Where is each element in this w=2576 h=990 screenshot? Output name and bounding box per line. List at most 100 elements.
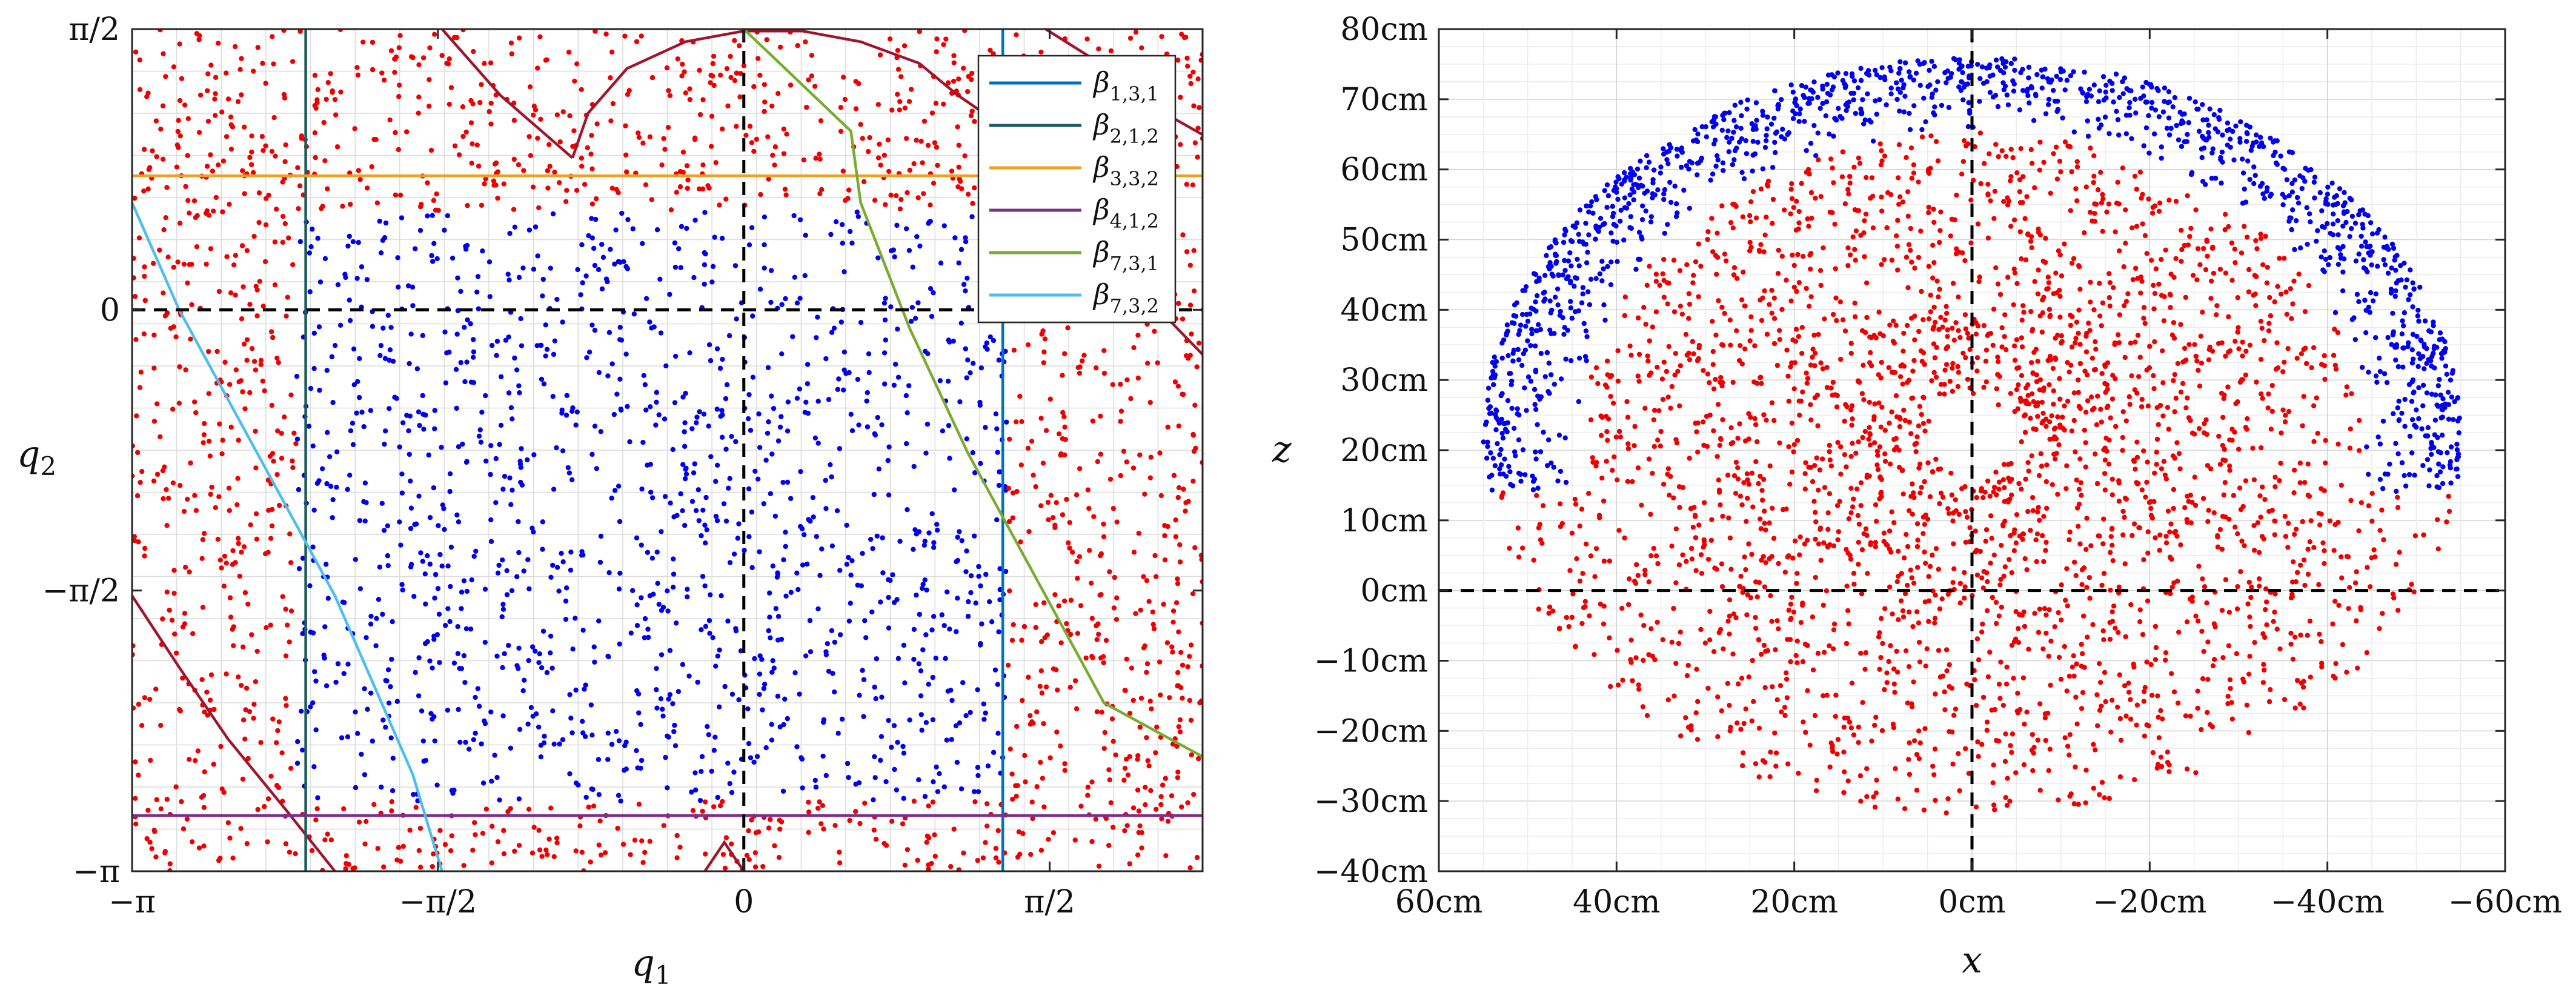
right-point-outer <box>2341 211 2347 216</box>
right-point-outer <box>2243 139 2249 144</box>
left-point-outside <box>872 198 878 203</box>
left-point-outside <box>470 141 475 147</box>
left-point-outside <box>256 190 262 196</box>
left-point-outside <box>941 101 946 107</box>
left-point-inside <box>994 517 1000 523</box>
left-point-inside <box>993 411 999 417</box>
left-point-outside <box>264 625 269 631</box>
left-point-inside <box>924 587 929 593</box>
left-point-inside <box>875 255 881 261</box>
left-point-inside <box>961 282 967 287</box>
right-point-outer <box>1568 358 1574 364</box>
right-point-outer <box>1708 178 1713 183</box>
left-point-outside <box>1075 365 1081 370</box>
left-point-outside <box>226 485 232 491</box>
left-point-inside <box>599 242 605 247</box>
right-point-inner <box>1896 142 1902 147</box>
right-point-inner <box>1816 487 1821 493</box>
left-point-outside <box>251 359 257 364</box>
left-point-inside <box>750 374 756 380</box>
left-point-inside <box>539 342 544 348</box>
right-point-outer <box>1535 422 1540 428</box>
left-point-inside <box>676 246 682 251</box>
left-point-outside <box>239 243 245 248</box>
right-point-inner <box>1573 502 1579 507</box>
right-point-outer <box>2403 284 2408 290</box>
left-point-inside <box>480 780 486 786</box>
right-point-inner <box>1660 396 1666 402</box>
left-point-outside <box>639 33 644 39</box>
left-point-outside <box>273 207 279 212</box>
left-point-outside <box>313 154 318 161</box>
right-point-outer <box>2410 331 2416 337</box>
right-point-outer <box>2409 379 2415 385</box>
left-point-inside <box>997 597 1003 603</box>
left-point-outside <box>434 191 439 197</box>
left-point-inside <box>310 544 316 550</box>
right-point-outer <box>2295 200 2302 206</box>
left-point-outside <box>588 151 594 157</box>
right-point-outer <box>1658 164 1664 170</box>
left-point-inside <box>455 623 460 630</box>
left-point-outside <box>231 643 236 648</box>
left-point-inside <box>724 382 730 388</box>
right-point-outer <box>2287 215 2292 221</box>
left-point-outside <box>136 772 141 778</box>
left-point-inside <box>981 701 986 707</box>
left-point-outside <box>135 450 141 456</box>
left-point-outside <box>579 87 584 93</box>
right-point-outer <box>2422 366 2427 371</box>
right-point-inner <box>1636 379 1642 384</box>
right-point-inner <box>2222 211 2228 217</box>
left-point-outside <box>253 511 259 517</box>
left-point-inside <box>792 274 797 280</box>
right-point-outer <box>1668 199 1674 205</box>
left-point-inside <box>903 441 909 447</box>
right-point-outer <box>2400 318 2405 324</box>
left-point-inside <box>456 444 462 450</box>
left-point-inside <box>703 540 708 546</box>
left-point-inside <box>380 611 385 617</box>
left-point-inside <box>350 420 356 426</box>
left-point-inside <box>582 686 587 692</box>
left-point-outside <box>271 61 276 67</box>
left-point-inside <box>957 529 962 534</box>
left-point-inside <box>592 262 598 268</box>
left-point-outside <box>344 853 350 859</box>
left-point-outside <box>871 827 877 833</box>
left-point-outside <box>251 702 257 707</box>
right-point-outer <box>2297 173 2303 179</box>
right-point-inner <box>1740 214 1746 220</box>
right-point-outer <box>1797 111 1802 117</box>
right-point-outer <box>1931 110 1936 116</box>
left-point-outside <box>616 190 621 196</box>
left-point-outside <box>225 820 231 826</box>
left-point-outside <box>951 826 957 832</box>
left-point-outside <box>283 653 289 659</box>
left-point-outside <box>1054 500 1059 505</box>
left-point-outside <box>364 185 370 191</box>
legend-label-7-3-2: β7,3,2 <box>1092 278 1159 317</box>
right-point-outer <box>1874 72 1880 78</box>
left-point-outside <box>632 837 638 843</box>
left-point-inside <box>922 794 928 799</box>
left-point-inside <box>628 630 634 636</box>
right-point-outer <box>2349 317 2355 322</box>
right-point-outer <box>2280 165 2286 171</box>
left-point-inside <box>514 367 520 373</box>
left-point-inside <box>1004 419 1009 425</box>
left-point-inside <box>654 227 660 233</box>
right-point-outer <box>2398 263 2403 268</box>
left-point-outside <box>1089 580 1094 586</box>
left-point-outside <box>528 153 534 159</box>
left-point-outside <box>265 477 271 483</box>
left-point-inside <box>820 753 826 759</box>
left-point-inside <box>880 535 885 540</box>
left-point-inside <box>462 379 468 385</box>
left-point-inside <box>731 551 737 557</box>
left-point-outside <box>263 81 268 86</box>
right-point-outer <box>1627 192 1633 198</box>
left-point-inside <box>978 583 983 589</box>
left-point-outside <box>516 35 522 41</box>
left-point-inside <box>464 242 470 248</box>
